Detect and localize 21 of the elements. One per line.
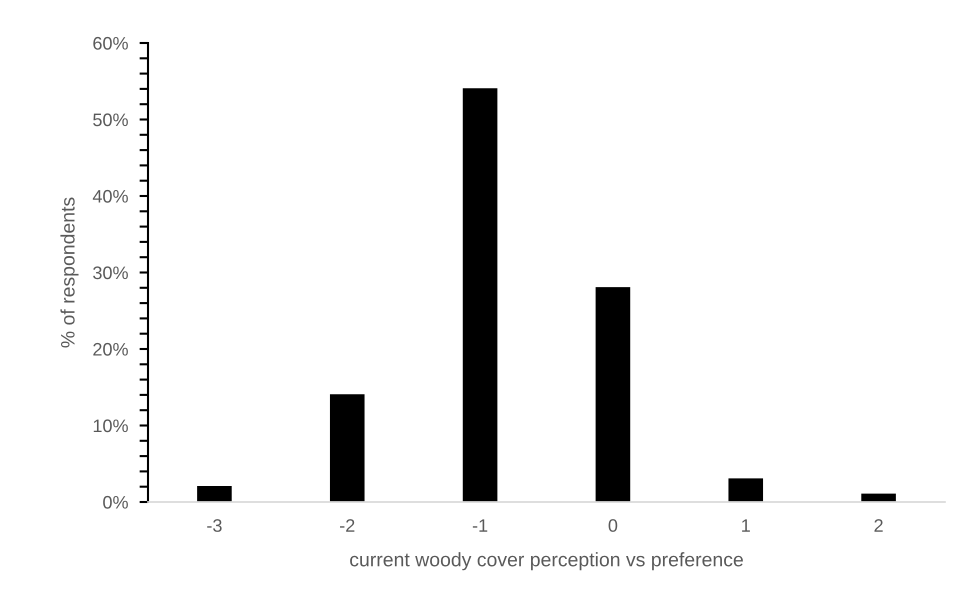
y-tick-label: 60%	[93, 36, 128, 50]
bar	[330, 394, 365, 502]
y-tick-label: 10%	[94, 419, 128, 432]
y-tick-label: 0%	[103, 496, 128, 509]
bar	[462, 88, 498, 502]
y-tick-label: 50%	[93, 113, 128, 126]
bar	[861, 494, 896, 502]
x-tick-label: -1	[472, 519, 488, 532]
x-axis-title: current woody cover perception vs preference	[350, 552, 743, 570]
bar	[728, 478, 764, 502]
x-tick-label: 1	[742, 519, 750, 532]
y-axis-title: % of respondents	[60, 198, 79, 348]
x-tick-label: -3	[207, 519, 222, 532]
bar	[197, 486, 232, 502]
y-tick-label: 30%	[93, 266, 128, 280]
y-tick-label: 40%	[92, 190, 128, 203]
x-tick-label: -2	[340, 519, 354, 532]
bar	[596, 287, 630, 502]
x-tick-label: 0	[608, 519, 618, 532]
y-tick-label: 20%	[93, 342, 128, 356]
x-tick-label: 2	[874, 519, 883, 532]
